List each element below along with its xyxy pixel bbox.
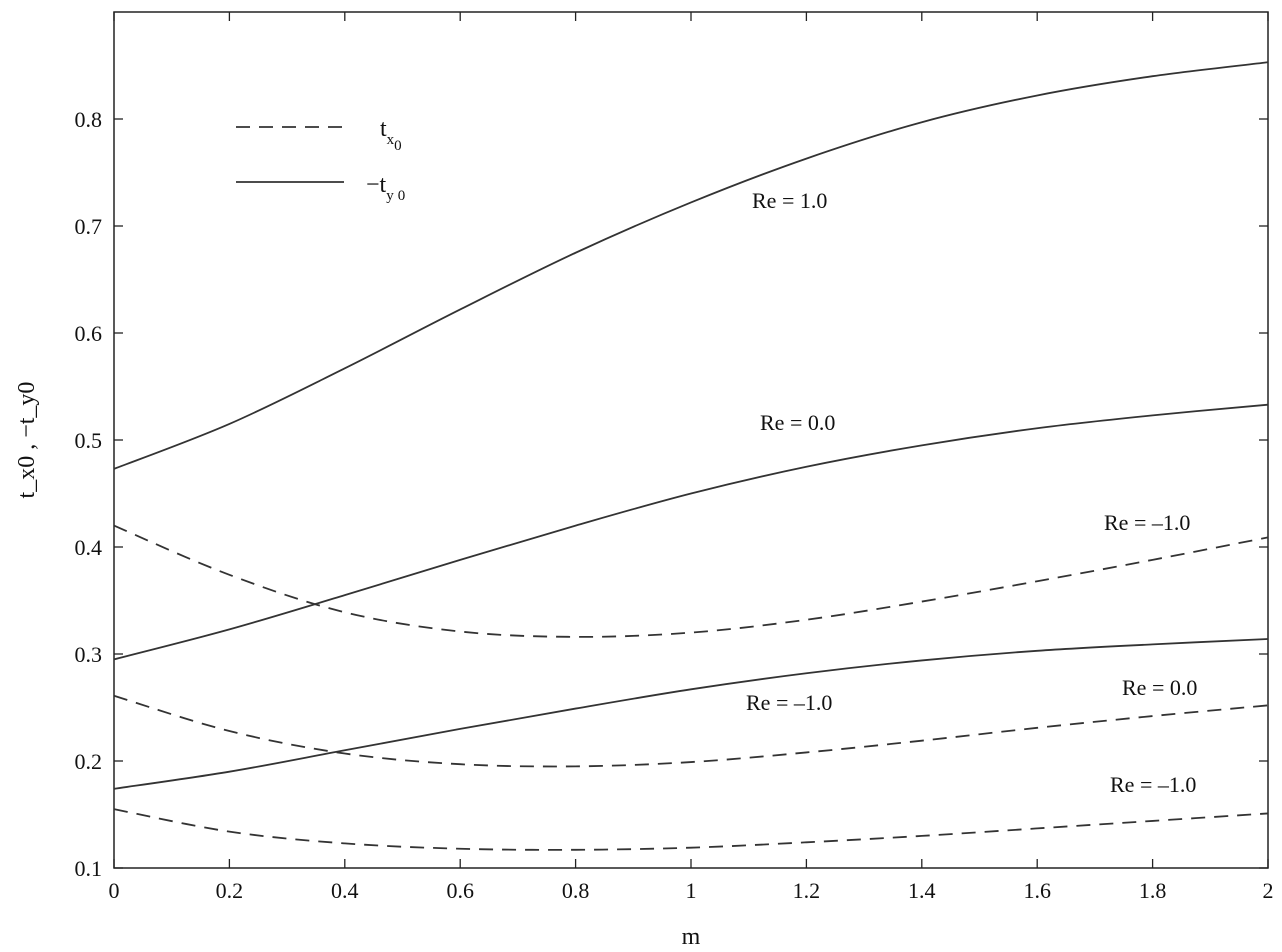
series-line-5	[113, 694, 1269, 768]
x-tick-label: 1.4	[908, 878, 936, 903]
x-tick-label: 0.2	[216, 878, 244, 903]
y-tick-label: 0.4	[75, 535, 103, 560]
curve-label-2: Re = 0.0	[760, 410, 835, 435]
y-tick-label: 0.5	[75, 428, 103, 453]
curve-label-4: Re = –1.0	[746, 690, 832, 715]
x-tick-label: 0	[109, 878, 120, 903]
plot-frame	[113, 11, 1269, 869]
series-line-1	[113, 61, 1269, 470]
series-line-6	[113, 808, 1269, 851]
x-tick-label: 1.8	[1139, 878, 1167, 903]
axis-ticks: 0 0.2 0.4 0.6 0.8 1 1.2 1.4 1.6 1.8 2 0.1 0.2 0.3 0.4 0…	[75, 12, 1274, 903]
curve-label-3: Re = –1.0	[1104, 510, 1190, 535]
series-line-2	[113, 403, 1269, 661]
x-axis-title: m	[682, 924, 701, 950]
curve-label-5: Re = 0.0	[1122, 675, 1197, 700]
y-tick-label: 0.3	[75, 642, 103, 667]
y-tick-label: 0.6	[75, 321, 103, 346]
y-tick-label: 0.2	[75, 749, 103, 774]
legend-label-tx0: tx0	[380, 116, 402, 154]
y-axis-title: t_x0 , −t_y0	[14, 382, 40, 499]
x-tick-label: 0.8	[562, 878, 590, 903]
curve-label-1: Re = 1.0	[752, 188, 827, 213]
legend: tx0 −ty 0	[236, 116, 405, 204]
x-tick-label: 0.6	[446, 878, 474, 903]
x-tick-label: 1.2	[793, 878, 821, 903]
y-tick-label: 0.1	[75, 856, 103, 881]
series-line-4	[113, 524, 1269, 638]
curve-label-6: Re = –1.0	[1110, 772, 1196, 797]
y-tick-label: 0.7	[75, 214, 103, 239]
series-line-3	[113, 638, 1269, 790]
legend-label-ty0: −ty 0	[366, 172, 405, 204]
x-tick-label: 2	[1263, 878, 1274, 903]
curves	[113, 61, 1269, 851]
x-tick-label: 0.4	[331, 878, 359, 903]
y-tick-label: 0.8	[75, 107, 103, 132]
x-tick-label: 1.6	[1023, 878, 1051, 903]
curve-annotations: Re = 1.0 Re = 0.0 Re = –1.0 Re = –1.0 Re = 0…	[746, 188, 1197, 797]
x-tick-label: 1	[686, 878, 697, 903]
